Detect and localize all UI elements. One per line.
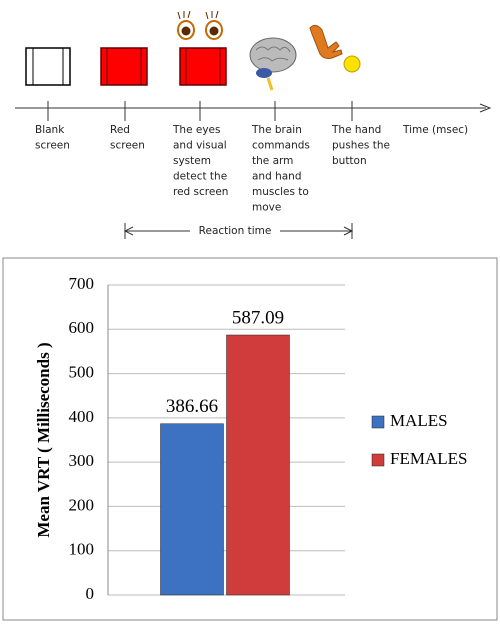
step-label: move bbox=[252, 202, 281, 214]
legend-label: MALES bbox=[390, 411, 448, 430]
red-box bbox=[100, 47, 148, 86]
y-tick-label: 700 bbox=[69, 274, 95, 293]
step-label: red screen bbox=[173, 186, 228, 198]
chart: Mean VRT ( Milliseconds ) 0 100 200 300 400 5… bbox=[2, 257, 498, 621]
step-label: commands bbox=[252, 140, 310, 152]
y-tick-label: 500 bbox=[69, 362, 95, 381]
value-label: 386.66 bbox=[166, 396, 218, 417]
red-box bbox=[179, 47, 227, 86]
value-label: 587.09 bbox=[232, 307, 284, 328]
brain-icon bbox=[249, 37, 297, 91]
axis-label: Time (msec) bbox=[402, 124, 468, 136]
y-tick-label: 300 bbox=[69, 451, 95, 470]
diagram: Blank screen Red screen The eyes and visual sy… bbox=[15, 10, 492, 239]
step-label: Red bbox=[110, 124, 130, 136]
y-axis-title: Mean VRT ( Milliseconds ) bbox=[34, 342, 53, 537]
eyes-icon bbox=[177, 10, 223, 40]
timeline-arrow bbox=[479, 103, 492, 113]
step-label: pushes the bbox=[332, 140, 390, 152]
step-label: Blank bbox=[35, 124, 65, 136]
step-label: system bbox=[173, 155, 211, 167]
step-label: and hand bbox=[252, 171, 302, 183]
step-label: The eyes bbox=[172, 124, 220, 136]
y-tick-label: 200 bbox=[69, 495, 95, 514]
step-label: detect the bbox=[173, 171, 227, 183]
step-label: button bbox=[332, 155, 367, 167]
span-arrows bbox=[123, 226, 354, 236]
legend-swatch bbox=[371, 453, 385, 467]
span-bg bbox=[190, 223, 280, 239]
step-label: screen bbox=[110, 140, 145, 152]
legend-swatch bbox=[371, 415, 385, 429]
step-label: screen bbox=[35, 140, 70, 152]
y-tick-label: 0 bbox=[86, 584, 95, 603]
legend-label: FEMALES bbox=[390, 449, 467, 468]
hand-icon bbox=[309, 24, 361, 73]
y-tick-label: 600 bbox=[69, 318, 95, 337]
span-label: Reaction time bbox=[199, 225, 272, 237]
step-label: The brain bbox=[251, 124, 302, 136]
step-label: muscles to bbox=[252, 186, 309, 198]
bar bbox=[160, 423, 224, 596]
bar bbox=[226, 334, 290, 596]
step-label: the arm bbox=[252, 155, 293, 167]
step-label: The hand bbox=[331, 124, 381, 136]
step-label: and visual bbox=[173, 140, 227, 152]
y-tick-label: 100 bbox=[69, 540, 95, 559]
y-tick-label: 400 bbox=[69, 407, 95, 426]
